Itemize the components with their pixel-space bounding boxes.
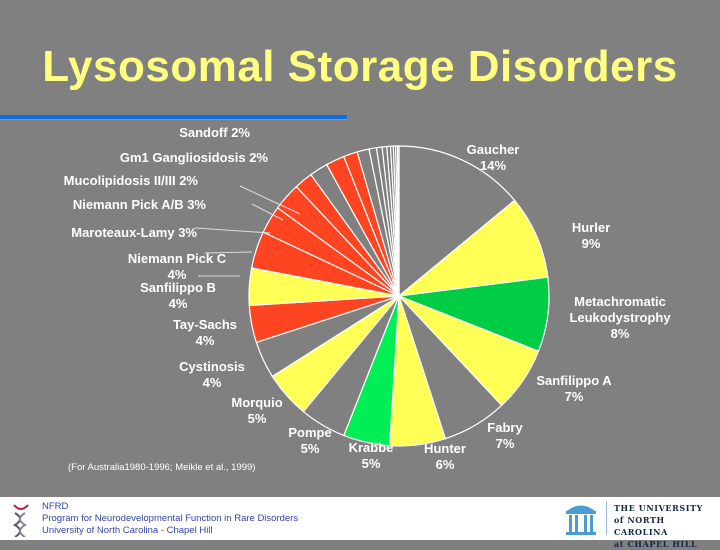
dna-logo-icon (13, 504, 29, 537)
data-label: Fabry 7% (487, 420, 523, 451)
pie-slice-gaucher (398, 145, 516, 298)
footer: NFRD Program for Neurodevelopmental Func… (0, 497, 720, 549)
unc-logo-line: THE UNIVERSITY (614, 503, 703, 513)
leader-line (251, 203, 284, 221)
unc-logo-text: THE UNIVERSITY of NORTH CAROLINA at CHAP… (614, 502, 720, 550)
data-label: Metachromatic Leukodystrophy 8% (569, 294, 671, 341)
title-underline (0, 115, 347, 120)
data-label: Morquio 5% (231, 395, 283, 426)
data-label: Hunter 6% (424, 441, 466, 472)
university-name: University of North Carolina - Chapel Hi… (42, 525, 213, 536)
pie-chart (194, 145, 550, 447)
logo-divider (606, 501, 607, 535)
data-label: Gaucher 14% (466, 142, 520, 173)
data-label: Gm1 Gangliosidosis 2% (119, 150, 268, 165)
data-label: Niemann Pick A/B 3% (72, 197, 206, 212)
leader-line (204, 251, 253, 254)
data-label: Niemann Pick C 4% (127, 251, 227, 282)
data-label: Pompe 5% (288, 425, 332, 456)
leader-line (239, 185, 301, 215)
footnote: (For Australia1980-1996; Meikle et al., … (68, 462, 256, 473)
nfrd-info: NFRD Program for Neurodevelopmental Func… (42, 501, 298, 537)
data-label: Mucolipidosis II/III 2% (63, 173, 198, 188)
data-label: Tay-Sachs 4% (172, 317, 238, 348)
data-label: Hurler 9% (571, 220, 611, 251)
pie-slice-hurler (397, 199, 549, 297)
nfrd-acronym: NFRD (42, 501, 69, 512)
pie-slice-other-27 (396, 145, 400, 297)
data-label: Sanfilippo A 7% (536, 373, 612, 404)
data-label: Cystinosis 4% (179, 359, 245, 390)
data-label: Krabbe 5% (348, 440, 394, 471)
data-label: Sandoff 2% (179, 125, 250, 140)
leader-line (194, 227, 271, 234)
slide-title: Lysosomal Storage Disorders (42, 42, 678, 91)
old-well-icon (566, 505, 596, 535)
data-label: Maroteaux-Lamy 3% (71, 225, 197, 240)
unc-logo-line: of NORTH CAROLINA (614, 515, 668, 537)
program-name: Program for Neurodevelopmental Function … (42, 513, 299, 524)
data-label: Sanfilippo B 4% (140, 280, 216, 311)
